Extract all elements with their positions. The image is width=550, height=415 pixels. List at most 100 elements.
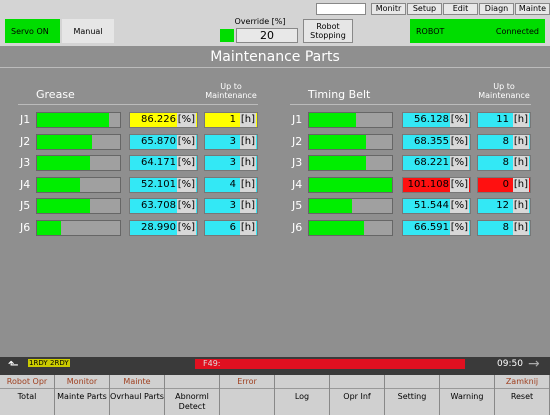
override-value[interactable]: 20 <box>236 28 298 43</box>
hours-cell: 1 [h] <box>204 112 258 128</box>
hours-value: 8 <box>502 135 509 147</box>
progress-bar <box>36 219 121 236</box>
key-group <box>330 375 384 389</box>
hour-unit: [h] <box>239 134 256 149</box>
function-key[interactable]: Monitor Mainte Parts <box>55 375 110 415</box>
progress-fill <box>37 113 109 127</box>
percent-cell: 56.128 [%] <box>402 112 471 128</box>
override-label: Override [%] <box>234 17 286 26</box>
input-box[interactable] <box>316 3 366 15</box>
page-title: Maintenance Parts <box>0 46 550 68</box>
hour-unit: [h] <box>512 113 529 127</box>
connection: Connected <box>495 26 539 36</box>
clock: 09:50 <box>497 359 523 369</box>
joint-label: J3 <box>292 156 303 169</box>
hours-value: 0 <box>502 178 509 190</box>
hour-unit: [h] <box>239 220 256 235</box>
progress-bar <box>308 112 393 128</box>
percent-cell: 65.870 [%] <box>129 133 198 150</box>
hours-cell: 3 [h] <box>204 198 258 214</box>
hours-value: 12 <box>496 200 509 211</box>
hours-value: 6 <box>229 221 236 233</box>
function-key[interactable]: Warning <box>440 375 495 415</box>
alarm-line: F49: <box>195 359 465 369</box>
percent-unit: [%] <box>449 177 469 192</box>
column-header: Up to Maintenance <box>205 82 257 100</box>
header-line <box>18 104 258 105</box>
function-key[interactable]: Setting <box>385 375 440 415</box>
joint-label: J5 <box>20 199 31 212</box>
progress-fill <box>309 177 392 192</box>
percent-value: 51.544 <box>414 200 449 211</box>
progress-bar <box>36 176 121 193</box>
tab[interactable]: Monitr <box>371 3 406 15</box>
percent-cell: 68.221 [%] <box>402 155 471 171</box>
percent-unit: [%] <box>176 134 196 149</box>
percent-value: 56.128 <box>414 114 449 125</box>
key-group: Robot Opr <box>0 375 54 389</box>
up-arrow[interactable]: ⬑ <box>8 358 19 373</box>
hour-unit: [h] <box>512 156 529 170</box>
key-group <box>275 375 329 389</box>
hour-unit: [h] <box>239 156 256 170</box>
progress-bar <box>36 112 121 128</box>
tab[interactable]: Setup <box>407 3 442 15</box>
key-group: Monitor <box>55 375 109 389</box>
function-key[interactable]: Zamknij Reset <box>495 375 550 415</box>
joint-label: J3 <box>20 156 31 169</box>
progress-fill <box>37 134 92 149</box>
hours-value: 4 <box>229 178 236 190</box>
hours-value: 8 <box>502 157 509 168</box>
joint-label: J6 <box>20 220 31 234</box>
tab[interactable]: Diagn <box>479 3 514 15</box>
function-key[interactable]: Abnorml Detect <box>165 375 220 415</box>
percent-value: 28.990 <box>141 221 176 233</box>
progress-fill <box>309 134 366 149</box>
function-key[interactable]: Error <box>220 375 275 415</box>
percent-cell: 51.544 [%] <box>402 198 471 214</box>
hours-cell: 8 [h] <box>477 219 531 236</box>
percent-value: 101.108 <box>407 178 449 190</box>
percent-unit: [%] <box>176 199 196 213</box>
tab[interactable]: Edit <box>443 3 478 15</box>
percent-value: 65.870 <box>141 135 176 147</box>
hours-cell: 12 [h] <box>477 198 531 214</box>
robot-state: Robot Stopping <box>303 19 353 43</box>
hours-cell: 11 [h] <box>477 112 531 128</box>
joint-label: J4 <box>292 177 303 191</box>
key-group: Zamknij <box>495 375 549 389</box>
function-key[interactable]: Mainte Ovrhaul Parts <box>110 375 165 415</box>
percent-cell: 64.171 [%] <box>129 155 198 171</box>
function-key[interactable]: Log <box>275 375 330 415</box>
progress-bar <box>308 219 393 236</box>
percent-unit: [%] <box>449 134 469 149</box>
next-arrow[interactable]: → <box>528 356 540 372</box>
hours-cell: 8 [h] <box>477 133 531 150</box>
tab[interactable]: Mainte <box>515 3 550 15</box>
progress-fill <box>37 199 90 213</box>
percent-unit: [%] <box>449 156 469 170</box>
hours-value: 11 <box>496 114 509 125</box>
progress-fill <box>37 220 62 235</box>
hours-value: 8 <box>502 221 509 233</box>
percent-cell: 52.101 [%] <box>129 176 198 193</box>
robot-label: ROBOT <box>416 26 445 36</box>
hours-cell: 4 [h] <box>204 176 258 193</box>
panel-title: Timing Belt <box>308 88 371 101</box>
function-key[interactable]: Opr Inf <box>330 375 385 415</box>
percent-cell: 28.990 [%] <box>129 219 198 236</box>
joint-label: J1 <box>292 113 303 126</box>
progress-bar <box>308 133 393 150</box>
progress-bar <box>36 155 121 171</box>
hours-cell: 6 [h] <box>204 219 258 236</box>
percent-value: 86.226 <box>141 114 176 125</box>
hour-unit: [h] <box>239 199 256 213</box>
override-indicator <box>220 29 234 42</box>
progress-bar <box>308 155 393 171</box>
percent-unit: [%] <box>449 199 469 213</box>
key-label: Total <box>17 392 37 401</box>
key-group: Error <box>220 375 274 389</box>
function-key[interactable]: Robot Opr Total <box>0 375 55 415</box>
ready-1: 1RDY <box>28 359 49 367</box>
percent-value: 52.101 <box>141 178 176 190</box>
